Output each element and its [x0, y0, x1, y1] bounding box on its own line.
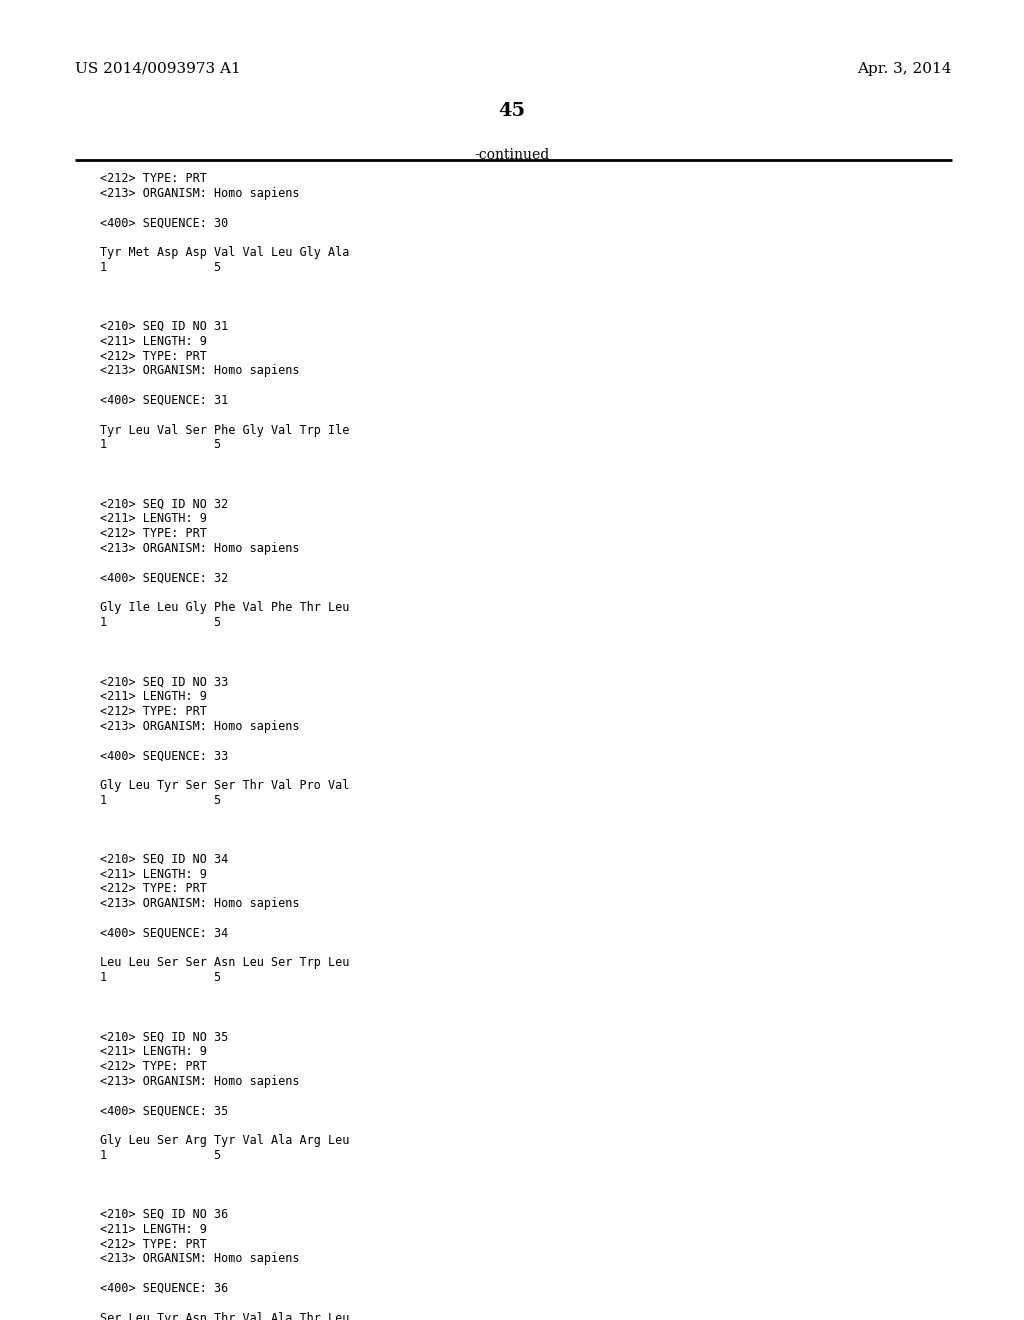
- Text: 1               5: 1 5: [100, 793, 221, 807]
- Text: <213> ORGANISM: Homo sapiens: <213> ORGANISM: Homo sapiens: [100, 1074, 299, 1088]
- Text: <400> SEQUENCE: 33: <400> SEQUENCE: 33: [100, 750, 228, 762]
- Text: <213> ORGANISM: Homo sapiens: <213> ORGANISM: Homo sapiens: [100, 187, 299, 199]
- Text: Gly Leu Tyr Ser Ser Thr Val Pro Val: Gly Leu Tyr Ser Ser Thr Val Pro Val: [100, 779, 349, 792]
- Text: Tyr Leu Val Ser Phe Gly Val Trp Ile: Tyr Leu Val Ser Phe Gly Val Trp Ile: [100, 424, 349, 437]
- Text: 1               5: 1 5: [100, 1148, 221, 1162]
- Text: <210> SEQ ID NO 35: <210> SEQ ID NO 35: [100, 1031, 228, 1043]
- Text: 1               5: 1 5: [100, 972, 221, 985]
- Text: <210> SEQ ID NO 34: <210> SEQ ID NO 34: [100, 853, 228, 866]
- Text: <400> SEQUENCE: 31: <400> SEQUENCE: 31: [100, 393, 228, 407]
- Text: Leu Leu Ser Ser Asn Leu Ser Trp Leu: Leu Leu Ser Ser Asn Leu Ser Trp Leu: [100, 957, 349, 969]
- Text: <400> SEQUENCE: 34: <400> SEQUENCE: 34: [100, 927, 228, 940]
- Text: 1               5: 1 5: [100, 616, 221, 630]
- Text: <212> TYPE: PRT: <212> TYPE: PRT: [100, 350, 207, 363]
- Text: US 2014/0093973 A1: US 2014/0093973 A1: [75, 62, 241, 77]
- Text: <212> TYPE: PRT: <212> TYPE: PRT: [100, 172, 207, 185]
- Text: Ser Leu Tyr Asn Thr Val Ala Thr Leu: Ser Leu Tyr Asn Thr Val Ala Thr Leu: [100, 1312, 349, 1320]
- Text: <211> LENGTH: 9: <211> LENGTH: 9: [100, 1222, 207, 1236]
- Text: <211> LENGTH: 9: <211> LENGTH: 9: [100, 867, 207, 880]
- Text: 1               5: 1 5: [100, 261, 221, 273]
- Text: <210> SEQ ID NO 33: <210> SEQ ID NO 33: [100, 676, 228, 688]
- Text: <212> TYPE: PRT: <212> TYPE: PRT: [100, 705, 207, 718]
- Text: <400> SEQUENCE: 36: <400> SEQUENCE: 36: [100, 1282, 228, 1295]
- Text: -continued: -continued: [474, 148, 550, 162]
- Text: <210> SEQ ID NO 36: <210> SEQ ID NO 36: [100, 1208, 228, 1221]
- Text: Tyr Met Asp Asp Val Val Leu Gly Ala: Tyr Met Asp Asp Val Val Leu Gly Ala: [100, 246, 349, 259]
- Text: 1               5: 1 5: [100, 438, 221, 451]
- Text: <213> ORGANISM: Homo sapiens: <213> ORGANISM: Homo sapiens: [100, 543, 299, 554]
- Text: <211> LENGTH: 9: <211> LENGTH: 9: [100, 1045, 207, 1059]
- Text: <400> SEQUENCE: 35: <400> SEQUENCE: 35: [100, 1105, 228, 1118]
- Text: Gly Leu Ser Arg Tyr Val Ala Arg Leu: Gly Leu Ser Arg Tyr Val Ala Arg Leu: [100, 1134, 349, 1147]
- Text: Apr. 3, 2014: Apr. 3, 2014: [857, 62, 952, 77]
- Text: <211> LENGTH: 9: <211> LENGTH: 9: [100, 512, 207, 525]
- Text: Gly Ile Leu Gly Phe Val Phe Thr Leu: Gly Ile Leu Gly Phe Val Phe Thr Leu: [100, 601, 349, 614]
- Text: <212> TYPE: PRT: <212> TYPE: PRT: [100, 882, 207, 895]
- Text: <210> SEQ ID NO 31: <210> SEQ ID NO 31: [100, 319, 228, 333]
- Text: <213> ORGANISM: Homo sapiens: <213> ORGANISM: Homo sapiens: [100, 1253, 299, 1266]
- Text: <211> LENGTH: 9: <211> LENGTH: 9: [100, 335, 207, 347]
- Text: <400> SEQUENCE: 32: <400> SEQUENCE: 32: [100, 572, 228, 585]
- Text: <213> ORGANISM: Homo sapiens: <213> ORGANISM: Homo sapiens: [100, 898, 299, 911]
- Text: <213> ORGANISM: Homo sapiens: <213> ORGANISM: Homo sapiens: [100, 719, 299, 733]
- Text: <400> SEQUENCE: 30: <400> SEQUENCE: 30: [100, 216, 228, 230]
- Text: <212> TYPE: PRT: <212> TYPE: PRT: [100, 1060, 207, 1073]
- Text: <212> TYPE: PRT: <212> TYPE: PRT: [100, 1238, 207, 1250]
- Text: <211> LENGTH: 9: <211> LENGTH: 9: [100, 690, 207, 704]
- Text: <213> ORGANISM: Homo sapiens: <213> ORGANISM: Homo sapiens: [100, 364, 299, 378]
- Text: <210> SEQ ID NO 32: <210> SEQ ID NO 32: [100, 498, 228, 511]
- Text: <212> TYPE: PRT: <212> TYPE: PRT: [100, 527, 207, 540]
- Text: 45: 45: [499, 102, 525, 120]
